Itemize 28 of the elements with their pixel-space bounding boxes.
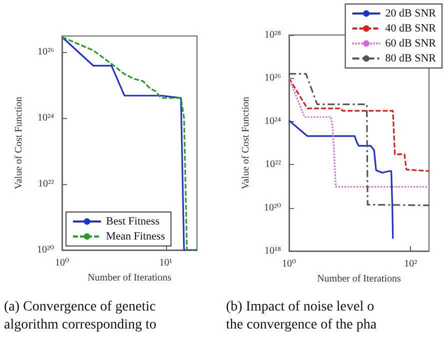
y-tick-label: 10¹⁸ (264, 246, 282, 256)
y-axis-title: Value of Cost Function (14, 96, 24, 190)
x-tick-label: 10⁰ (282, 258, 296, 270)
y-tick-label: 10²⁰ (264, 202, 281, 214)
legend-label: Mean Fitness (106, 230, 165, 242)
text: (b) Impact of noise level o (226, 300, 374, 314)
y-tick-label: 10²² (265, 159, 281, 170)
legend-label: 80 dB SNR (385, 52, 437, 64)
text: algorithm corresponding to (4, 318, 156, 332)
text: the convergence of the pha (226, 318, 378, 332)
legend-label: 60 dB SNR (385, 38, 437, 50)
y-tick-label: 10²⁶ (38, 46, 55, 58)
x-axis-title: Number of Iterations (88, 272, 172, 284)
y-axis-title: Value of Cost Function (240, 96, 252, 190)
y-tick-label: 10²⁰ (36, 244, 54, 256)
y-tick-label: 10²⁸ (264, 30, 282, 40)
x-tick-label: 10⁰ (54, 258, 70, 268)
legend-label: Best Fitness (106, 216, 160, 228)
y-tick-label: 10²² (38, 178, 54, 190)
y-tick-label: 10²⁴ (264, 116, 282, 127)
legend-label: 20 dB SNR (385, 8, 437, 20)
x-tick-label: 10¹ (159, 258, 172, 268)
y-tick-label: 10²⁴ (38, 112, 55, 124)
text: (a) Convergence of genetic (4, 300, 156, 314)
y-tick-label: 10²⁶ (264, 72, 282, 84)
legend-label: 40 dB SNR (385, 22, 437, 34)
x-tick-label: 10² (404, 258, 418, 270)
x-axis-title: Number of Iterations (317, 273, 402, 284)
